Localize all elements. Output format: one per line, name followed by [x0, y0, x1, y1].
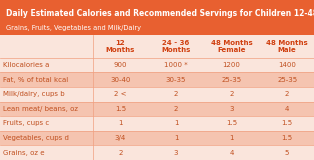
Text: 12
Months: 12 Months [106, 40, 135, 53]
Text: 3/4: 3/4 [115, 135, 126, 141]
Text: 900: 900 [114, 62, 127, 68]
Text: 5: 5 [285, 150, 289, 156]
Text: Lean meat/ beans, oz: Lean meat/ beans, oz [3, 106, 78, 112]
Text: Grains, Fruits, Vegetables and Milk/Dairy: Grains, Fruits, Vegetables and Milk/Dair… [6, 25, 141, 31]
Bar [0, 131, 314, 145]
Text: 1: 1 [174, 135, 178, 141]
Text: 24 - 36
Months: 24 - 36 Months [161, 40, 191, 53]
Text: 2: 2 [285, 91, 289, 97]
Bar [0, 102, 314, 116]
Text: 2: 2 [118, 150, 122, 156]
Text: 30-35: 30-35 [166, 77, 186, 83]
Text: 25-35: 25-35 [277, 77, 297, 83]
Text: 1.5: 1.5 [282, 135, 293, 141]
Text: 2: 2 [230, 91, 234, 97]
Text: Kilocalories a: Kilocalories a [3, 62, 50, 68]
Text: Fat, % of total kcal: Fat, % of total kcal [3, 77, 68, 83]
Text: 48 Months
Male: 48 Months Male [266, 40, 308, 53]
Bar [0, 116, 314, 131]
Text: 1.5: 1.5 [226, 120, 237, 126]
Text: 2 <: 2 < [114, 91, 127, 97]
Text: 1200: 1200 [223, 62, 241, 68]
Bar [0, 87, 314, 102]
Text: 4: 4 [285, 106, 289, 112]
Bar [0, 35, 314, 58]
Text: Grains, oz e: Grains, oz e [3, 150, 45, 156]
Text: 4: 4 [230, 150, 234, 156]
Text: Daily Estimated Calories and Recommended Servings for Children 12-48 Months:: Daily Estimated Calories and Recommended… [6, 9, 314, 18]
Text: Vegetables, cups d: Vegetables, cups d [3, 135, 69, 141]
Text: 3: 3 [229, 106, 234, 112]
Text: 30-40: 30-40 [110, 77, 131, 83]
Text: Milk/dairy, cups b: Milk/dairy, cups b [3, 91, 65, 97]
Text: 1400: 1400 [278, 62, 296, 68]
Text: 1.5: 1.5 [115, 106, 126, 112]
Text: 1.5: 1.5 [282, 120, 293, 126]
Text: 25-35: 25-35 [221, 77, 242, 83]
Text: 1000 *: 1000 * [164, 62, 188, 68]
Text: 1: 1 [118, 120, 123, 126]
Bar [0, 145, 314, 160]
Text: 48 Months
Female: 48 Months Female [211, 40, 252, 53]
Text: 2: 2 [174, 91, 178, 97]
Text: 3: 3 [174, 150, 178, 156]
Text: 2: 2 [174, 106, 178, 112]
Bar [0, 72, 314, 87]
Text: 1: 1 [229, 135, 234, 141]
Text: Fruits, cups c: Fruits, cups c [3, 120, 49, 126]
Text: 1: 1 [174, 120, 178, 126]
Bar [0, 58, 314, 72]
